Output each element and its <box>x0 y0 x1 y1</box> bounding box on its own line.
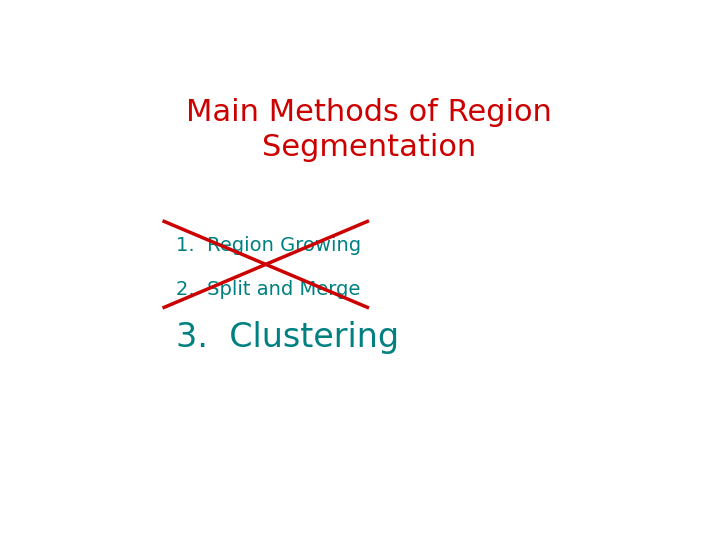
Text: 3.  Clustering: 3. Clustering <box>176 321 400 354</box>
Text: 1.  Region Growing: 1. Region Growing <box>176 236 361 255</box>
Text: 2.  Split and Merge: 2. Split and Merge <box>176 280 361 299</box>
Text: Main Methods of Region
Segmentation: Main Methods of Region Segmentation <box>186 98 552 162</box>
